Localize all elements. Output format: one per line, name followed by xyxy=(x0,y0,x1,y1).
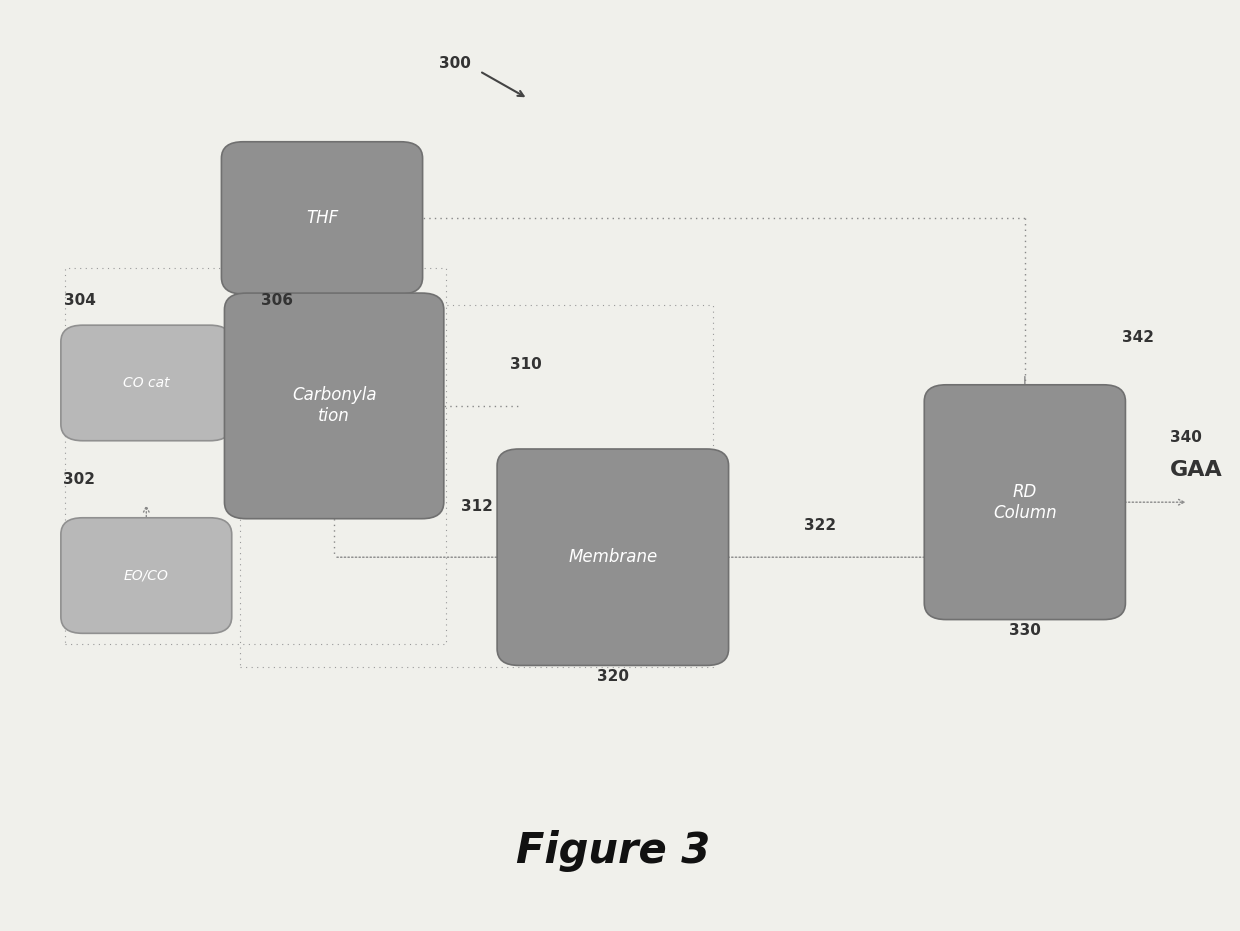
Text: 304: 304 xyxy=(63,293,95,308)
FancyBboxPatch shape xyxy=(61,325,232,440)
Text: 342: 342 xyxy=(1122,330,1153,344)
FancyBboxPatch shape xyxy=(222,142,423,294)
FancyBboxPatch shape xyxy=(924,385,1126,619)
Bar xyxy=(241,305,713,668)
Text: 300: 300 xyxy=(439,56,471,72)
Text: 340: 340 xyxy=(1171,430,1202,446)
FancyBboxPatch shape xyxy=(224,293,444,519)
Text: RD
Column: RD Column xyxy=(993,483,1056,521)
Bar xyxy=(64,268,446,644)
Text: Carbonyla
tion: Carbonyla tion xyxy=(291,386,377,425)
Text: GAA: GAA xyxy=(1171,460,1223,480)
FancyBboxPatch shape xyxy=(497,449,729,666)
Text: THF: THF xyxy=(306,209,339,227)
Text: EO/CO: EO/CO xyxy=(124,569,169,583)
Text: 320: 320 xyxy=(596,669,629,684)
Text: 302: 302 xyxy=(63,472,95,487)
Text: 322: 322 xyxy=(805,518,837,533)
Text: 306: 306 xyxy=(262,293,294,308)
Text: Figure 3: Figure 3 xyxy=(516,830,711,871)
Text: Membrane: Membrane xyxy=(568,548,657,566)
Text: CO cat: CO cat xyxy=(123,376,170,390)
FancyBboxPatch shape xyxy=(61,518,232,633)
Text: 310: 310 xyxy=(510,358,542,372)
Text: 312: 312 xyxy=(461,499,494,514)
Text: 330: 330 xyxy=(1009,623,1040,638)
